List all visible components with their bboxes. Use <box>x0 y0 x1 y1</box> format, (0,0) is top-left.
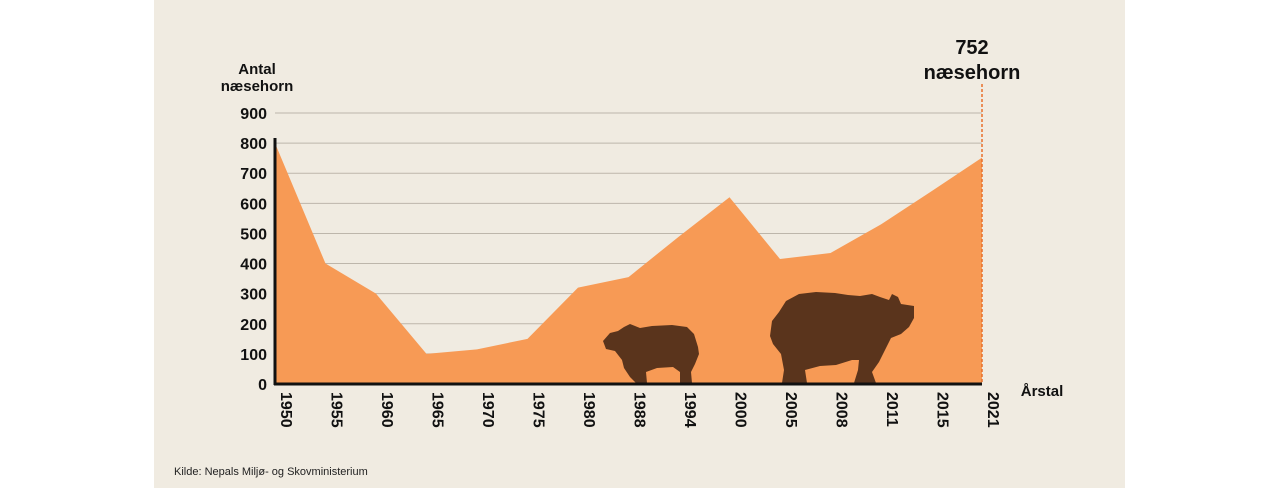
x-tick-label: 2005 <box>782 392 799 428</box>
large-rhino-icon <box>770 292 914 383</box>
x-tick-label: 1955 <box>328 392 345 428</box>
x-tick-label: 2008 <box>833 392 850 428</box>
x-axis-title: Årstal <box>1021 383 1064 400</box>
y-tick-label: 200 <box>240 317 267 334</box>
x-tick-label: 1960 <box>378 392 395 428</box>
y-tick-label: 700 <box>240 166 267 183</box>
y-tick-label: 100 <box>240 347 267 364</box>
area-chart: 0 100 200 300 400 500 600 700 800 900 1950 1955 196… <box>174 37 1064 478</box>
y-axis-title-line1: Antal <box>238 61 276 78</box>
x-tick-label: 1975 <box>530 392 547 428</box>
y-tick-labels: 0 100 200 300 400 500 600 700 800 900 <box>240 106 267 394</box>
y-tick-label: 900 <box>240 106 267 123</box>
x-tick-label: 1965 <box>429 392 446 428</box>
x-tick-label: 1980 <box>580 392 597 428</box>
rhino-illustrations <box>603 292 914 383</box>
y-tick-label: 600 <box>240 196 267 213</box>
y-tick-label: 400 <box>240 257 267 274</box>
chart-panel: 0 100 200 300 400 500 600 700 800 900 1950 1955 196… <box>154 0 1125 488</box>
x-tick-label: 2000 <box>732 392 749 428</box>
y-axis-title-line2: næsehorn <box>221 78 294 95</box>
x-tick-label: 1988 <box>631 392 648 428</box>
callout-label: næsehorn <box>924 62 1021 84</box>
y-tick-label: 0 <box>258 377 267 394</box>
x-tick-label: 1950 <box>277 392 294 428</box>
x-tick-labels: 1950 1955 1960 1965 1970 1975 1980 1988 1994 2000… <box>277 392 1001 428</box>
x-tick-label: 2015 <box>934 392 951 428</box>
y-tick-label: 800 <box>240 136 267 153</box>
x-tick-label: 2021 <box>984 392 1001 428</box>
y-tick-label: 300 <box>240 287 267 304</box>
callout-value: 752 <box>955 37 988 59</box>
source-note: Kilde: Nepals Miljø- og Skovministerium <box>174 466 368 478</box>
x-tick-label: 1994 <box>681 392 698 428</box>
y-tick-label: 500 <box>240 226 267 243</box>
x-tick-label: 2011 <box>883 392 900 427</box>
small-rhino-icon <box>603 324 699 383</box>
x-tick-label: 1970 <box>479 392 496 428</box>
